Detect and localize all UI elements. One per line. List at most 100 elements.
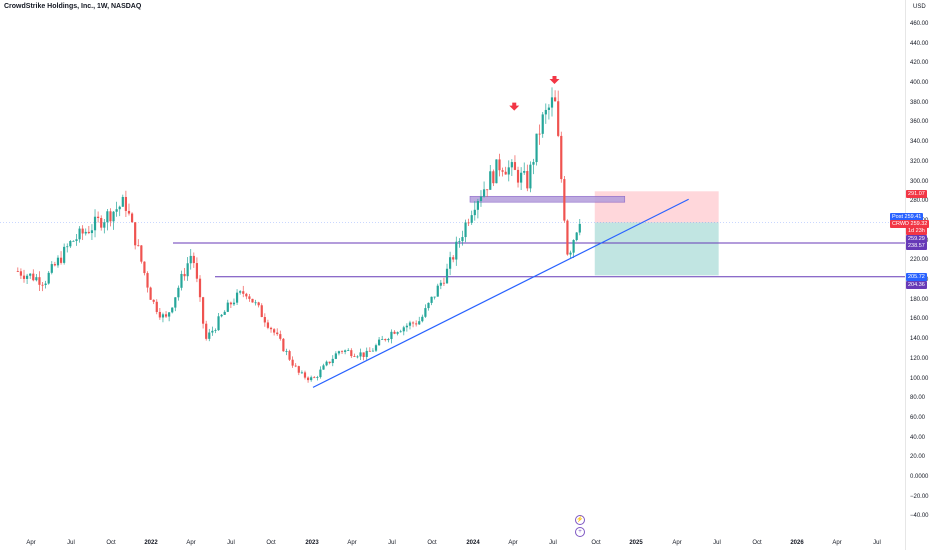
candle-body [575, 232, 578, 241]
candle-body [347, 350, 350, 351]
candle-body [201, 297, 205, 324]
y-tick-label: 360.00 [910, 119, 929, 126]
candle-body [152, 299, 155, 302]
y-tick-label: 340.00 [910, 139, 929, 146]
candle-body [442, 282, 446, 284]
candle-body [93, 216, 97, 231]
candle-body [523, 171, 526, 173]
x-tick-label: Oct [266, 540, 276, 546]
candle-body [550, 97, 554, 108]
candle-body [177, 287, 180, 298]
candle-body [387, 339, 390, 341]
candle-body [183, 273, 186, 277]
candle-body [56, 257, 60, 266]
candle-body [334, 353, 337, 359]
candle-body [340, 351, 344, 353]
x-tick-label: Jul [549, 540, 557, 546]
candle-body [81, 228, 84, 234]
candle-body [235, 292, 239, 303]
candle-body [467, 222, 470, 224]
y-tick-label: 300.00 [910, 178, 929, 185]
candle-body [220, 314, 223, 317]
candle-body [35, 277, 38, 281]
trendline[interactable] [312, 198, 689, 388]
candle-body [504, 171, 507, 175]
candle-body [384, 339, 387, 341]
candle-body [473, 209, 476, 216]
candle-body [195, 263, 199, 279]
candle-body [399, 331, 402, 333]
x-tick-label: Jul [67, 540, 75, 546]
y-tick-label: 280.00 [910, 198, 929, 205]
candle-body [127, 210, 131, 214]
plus-icon[interactable]: + [575, 527, 585, 537]
candle-body [359, 352, 362, 357]
candle-body [158, 311, 161, 318]
candle-body [22, 275, 26, 279]
candle-body [130, 213, 134, 223]
x-tick-label: Oct [106, 540, 116, 546]
x-tick-label: Apr [347, 540, 357, 546]
candle-body [66, 246, 69, 248]
y-tick-label: 80.00 [910, 395, 926, 402]
candle-body [458, 241, 461, 242]
lightning-icon[interactable]: ⚡ [575, 515, 585, 525]
candle-body [374, 345, 378, 351]
y-tick-label: 440.00 [910, 40, 929, 47]
candle-body [171, 307, 174, 313]
candle-body [510, 162, 513, 168]
candle-body [495, 159, 498, 184]
candle-body [455, 241, 458, 260]
x-tick-label: Apr [26, 540, 36, 546]
candle-body [87, 231, 90, 234]
candle-body [433, 296, 436, 298]
candle-body [29, 273, 32, 276]
stop-loss-zone [594, 191, 719, 223]
candle-body [232, 302, 236, 305]
candle-body [161, 314, 165, 318]
candle-body [436, 285, 439, 297]
candle-body [226, 302, 229, 312]
candle-body [146, 273, 149, 288]
candle-body [164, 314, 168, 317]
candle-body [32, 273, 35, 281]
candle-body [553, 97, 557, 102]
candle-body [294, 365, 297, 367]
candle-body [180, 273, 183, 288]
arrows [509, 76, 560, 111]
candle-body [19, 271, 23, 276]
candle-body [445, 268, 449, 284]
candle-body [566, 220, 569, 255]
candle-body [121, 196, 124, 207]
x-tick-label: Apr [832, 540, 842, 546]
candle-body [344, 350, 347, 352]
candle-body [535, 133, 538, 163]
chart-title: CrowdStrike Holdings, Inc., 1W, NASDAQ [4, 3, 142, 10]
candle-body [174, 297, 177, 308]
candle-body [377, 339, 381, 346]
candle-body [106, 211, 109, 223]
candle-body [306, 377, 310, 381]
countdown-tag: 1d 23h [906, 227, 927, 235]
x-tick-label: Jul [713, 540, 721, 546]
candle-body [418, 321, 421, 325]
candle-body [263, 317, 266, 323]
candle-body [189, 255, 192, 264]
candle-body [50, 264, 53, 273]
candle-body [396, 332, 399, 334]
candle-body [513, 162, 517, 170]
candle-body [430, 296, 433, 303]
candle-body [90, 230, 94, 234]
candle-body [192, 255, 195, 264]
candle-body [538, 133, 541, 135]
x-tick-label: Oct [752, 540, 762, 546]
candle-body [526, 171, 529, 189]
candle-body [353, 356, 356, 357]
candle-body [100, 218, 103, 228]
candle-body [439, 282, 442, 286]
candle-body [245, 293, 248, 297]
x-tick-label: Apr [186, 540, 196, 546]
x-tick-label: 2023 [305, 540, 319, 546]
x-tick-label: 2026 [790, 540, 804, 546]
